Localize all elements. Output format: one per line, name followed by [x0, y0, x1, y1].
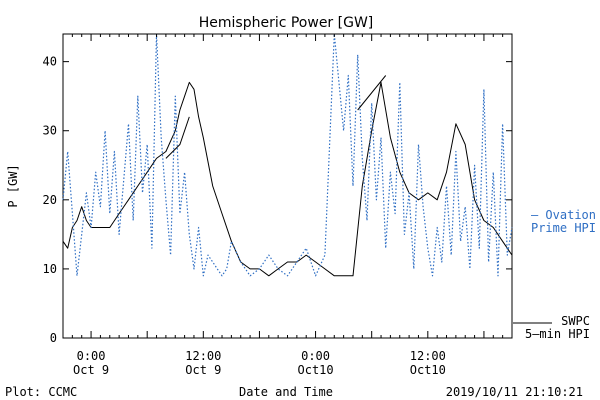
y-tick-label: 0 — [50, 331, 57, 345]
y-tick-label: 30 — [43, 124, 57, 138]
series-line-0 — [62, 81, 513, 277]
x-tick-time: 0:00 — [301, 349, 330, 363]
plot-frame — [62, 33, 513, 339]
timestamp: 2019/10/11 21:10:21 — [446, 385, 583, 399]
legend-ovation-line2: Prime HPI — [531, 221, 596, 235]
x-tick-time: 0:00 — [77, 349, 106, 363]
y-tick-label: 10 — [43, 262, 57, 276]
legend-swpc-line1: SWPC — [561, 314, 590, 328]
plot-credit: Plot: CCMC — [5, 385, 77, 399]
x-axis-label: Date and Time — [239, 385, 333, 399]
y-tick-label: 40 — [43, 55, 57, 69]
legend-swpc-line2: 5–min HPI — [525, 327, 590, 341]
legend-ovation-line1: – Ovation — [531, 208, 596, 222]
legend: – Ovation Prime HPI SWPC 5–min HPI — [513, 208, 596, 341]
x-tick-date: Oct 9 — [73, 363, 109, 377]
series-line-3 — [357, 75, 387, 111]
series-line-2 — [165, 116, 190, 159]
x-tick-date: Oct 9 — [185, 363, 221, 377]
x-tick-time: 12:00 — [410, 349, 446, 363]
x-tick-time: 12:00 — [185, 349, 221, 363]
x-tick-date: Oct10 — [298, 363, 334, 377]
y-axis-label: P [GW] — [6, 164, 20, 207]
x-tick-date: Oct10 — [410, 363, 446, 377]
data-layer — [62, 33, 513, 277]
chart-title: Hemispheric Power [GW] — [199, 15, 374, 31]
series-line-1 — [62, 33, 513, 277]
y-tick-label: 20 — [43, 193, 57, 207]
